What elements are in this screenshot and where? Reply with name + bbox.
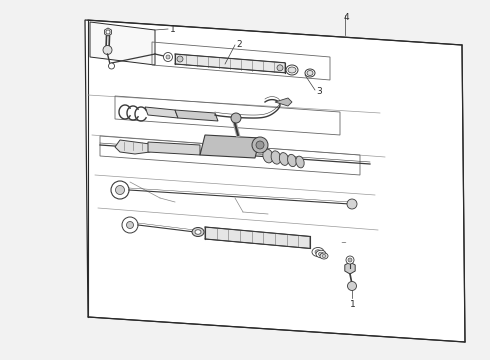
Ellipse shape [307, 71, 313, 76]
Circle shape [166, 55, 170, 59]
Ellipse shape [195, 230, 201, 234]
Ellipse shape [271, 151, 281, 164]
Circle shape [164, 53, 172, 62]
Circle shape [126, 221, 133, 229]
Ellipse shape [296, 156, 304, 168]
Circle shape [116, 185, 124, 194]
Text: 1: 1 [170, 24, 176, 33]
Polygon shape [90, 22, 155, 65]
Ellipse shape [286, 65, 298, 75]
Circle shape [346, 256, 354, 264]
Ellipse shape [279, 153, 289, 165]
Polygon shape [205, 227, 310, 248]
Polygon shape [175, 110, 218, 121]
Text: ~: ~ [340, 240, 346, 246]
Polygon shape [115, 140, 150, 154]
Text: 1: 1 [350, 300, 356, 309]
Circle shape [252, 137, 268, 153]
Circle shape [111, 181, 129, 199]
Ellipse shape [312, 248, 324, 256]
Circle shape [108, 63, 115, 69]
Polygon shape [85, 20, 465, 342]
Ellipse shape [315, 250, 321, 254]
Polygon shape [145, 107, 178, 118]
Ellipse shape [263, 149, 273, 163]
Circle shape [277, 65, 283, 71]
Ellipse shape [318, 252, 323, 256]
Ellipse shape [288, 67, 296, 73]
Polygon shape [200, 135, 260, 158]
Ellipse shape [288, 154, 296, 167]
Polygon shape [175, 54, 285, 73]
Ellipse shape [320, 253, 328, 259]
Polygon shape [104, 28, 111, 36]
Circle shape [347, 199, 357, 209]
Ellipse shape [322, 255, 326, 257]
Circle shape [347, 282, 357, 291]
Circle shape [256, 141, 264, 149]
Text: 3: 3 [316, 86, 322, 95]
Polygon shape [345, 262, 355, 274]
Circle shape [122, 217, 138, 233]
Text: 2: 2 [236, 40, 242, 49]
Circle shape [103, 45, 112, 54]
Text: 4: 4 [344, 13, 350, 22]
Circle shape [177, 56, 183, 62]
Polygon shape [148, 142, 200, 155]
Circle shape [348, 258, 352, 262]
Ellipse shape [316, 250, 326, 258]
Ellipse shape [305, 69, 315, 77]
Ellipse shape [192, 228, 204, 237]
Polygon shape [275, 98, 292, 106]
Circle shape [106, 30, 110, 34]
Circle shape [231, 113, 241, 123]
